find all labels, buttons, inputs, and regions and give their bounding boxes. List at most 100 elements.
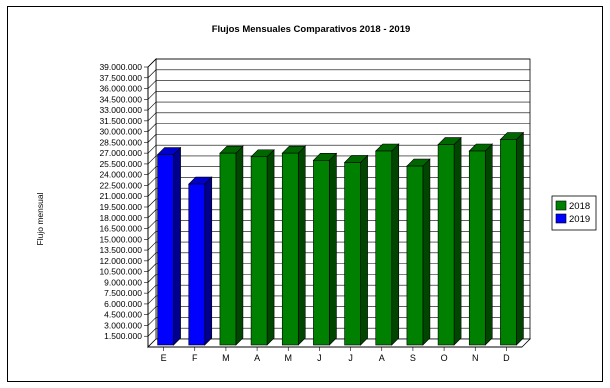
- bar-front: [406, 165, 424, 346]
- bar-front: [188, 183, 206, 346]
- bar-side: [297, 145, 306, 346]
- y-tick-label: 31.500.000: [99, 116, 142, 126]
- bar-chart: Flujos Mensuales Comparativos 2018 - 201…: [35, 24, 597, 363]
- gridline-side: [147, 112, 157, 122]
- legend: 2018 2019: [551, 195, 597, 231]
- x-tick-label: N: [472, 353, 479, 363]
- bar-2019-F: [188, 176, 213, 346]
- bar-front: [313, 160, 330, 346]
- x-tick-label: O: [441, 353, 448, 363]
- y-tick-label: 19.500.000: [99, 202, 142, 212]
- y-axis-label: Flujo mensual: [35, 192, 45, 245]
- y-tick-label: 39.000.000: [99, 62, 142, 72]
- plot-area: 1.500.0003.000.0004.500.0006.000.0007.50…: [99, 58, 531, 363]
- gridline-side: [147, 166, 157, 175]
- y-tick-label: 16.500.000: [99, 224, 142, 234]
- bar-2018-D: [499, 131, 525, 346]
- bar-2018-J: [343, 154, 369, 346]
- x-tick-label: J: [348, 353, 353, 363]
- gridline-side: [147, 263, 157, 272]
- gridline-side: [147, 284, 157, 294]
- bar-2018-A: [250, 149, 275, 346]
- gridline-side: [147, 306, 157, 315]
- bar-front: [437, 144, 455, 346]
- y-tick-label: 6.000.000: [104, 299, 142, 309]
- bar-2018-M: [281, 145, 306, 346]
- bar-side: [516, 131, 524, 346]
- y-tick-label: 27.000.000: [99, 148, 142, 158]
- x-tick-label: M: [285, 353, 293, 363]
- y-tick-label: 33.000.000: [99, 105, 142, 115]
- y-tick-label: 7.500.000: [104, 288, 142, 298]
- x-tick-label: D: [503, 353, 510, 363]
- x-tick-label: J: [317, 353, 322, 363]
- gridline-side: [147, 274, 157, 283]
- y-tick-label: 34.500.000: [99, 94, 142, 104]
- x-tick-label: F: [192, 353, 198, 363]
- bar-2018-M: [219, 145, 244, 346]
- y-tick-label: 10.500.000: [99, 267, 142, 277]
- bar-2018-O: [437, 136, 462, 346]
- y-tick-label: 13.500.000: [99, 245, 142, 255]
- y-tick-label: 4.500.000: [104, 310, 142, 320]
- bar-side: [391, 143, 400, 346]
- bar-front: [468, 150, 486, 346]
- bar-2018-A: [375, 143, 400, 346]
- bar-2018-S: [406, 158, 431, 346]
- gridline-side: [147, 144, 157, 154]
- y-tick-label: 24.000.000: [99, 170, 142, 180]
- gridline-side: [147, 155, 157, 165]
- chart-frame: Flujos Mensuales Comparativos 2018 - 201…: [7, 6, 603, 382]
- legend-swatch-2019: [555, 213, 567, 224]
- x-tick-label: E: [161, 353, 167, 363]
- gridline-side: [147, 188, 157, 197]
- y-tick-label: 3.000.000: [104, 320, 142, 330]
- x-tick-label: S: [410, 353, 416, 363]
- legend-label-2018: 2018: [569, 201, 590, 212]
- gridline-side: [147, 241, 157, 251]
- bar-side: [484, 143, 493, 346]
- y-tick-label: 37.500.000: [99, 73, 142, 83]
- gridline-side: [147, 252, 157, 262]
- bar-front: [219, 152, 237, 346]
- bar-front: [250, 156, 268, 346]
- bar-side: [173, 146, 181, 346]
- y-tick-label: 9.000.000: [104, 277, 142, 287]
- y-tick-label: 18.000.000: [99, 213, 142, 223]
- x-tick-label: M: [222, 353, 230, 363]
- gridline-side: [147, 58, 157, 68]
- bar-side: [266, 149, 275, 346]
- gridline-side: [147, 91, 157, 100]
- bar-front: [375, 150, 393, 346]
- gridline-side: [147, 101, 157, 111]
- gridline-side: [147, 198, 157, 208]
- gridline-side: [147, 209, 157, 218]
- bar-side: [329, 152, 337, 346]
- gridline-side: [147, 69, 157, 78]
- bar-2018-J: [312, 152, 338, 346]
- gridline-side: [147, 295, 157, 305]
- bar-2018-N: [468, 143, 493, 346]
- bar-side: [204, 176, 213, 346]
- gridline-side: [147, 134, 157, 143]
- y-tick-label: 15.000.000: [99, 234, 142, 244]
- bar-side: [235, 145, 244, 346]
- bar-side: [360, 154, 368, 346]
- bar-front: [344, 162, 361, 346]
- y-tick-label: 21.000.000: [99, 191, 142, 201]
- gridline-side: [147, 80, 157, 89]
- y-tick-label: 25.500.000: [99, 159, 142, 169]
- gridline-side: [147, 220, 157, 229]
- bar-side: [422, 158, 431, 346]
- y-tick-label: 28.500.000: [99, 137, 142, 147]
- gridline-side: [147, 123, 157, 132]
- gridline-side: [147, 317, 157, 326]
- bar-2019-E: [156, 146, 182, 346]
- y-tick-label: 30.000.000: [99, 127, 142, 137]
- bar-front: [281, 152, 299, 346]
- y-tick-label: 12.000.000: [99, 256, 142, 266]
- gridline-side: [147, 231, 157, 240]
- bar-front: [157, 154, 174, 346]
- y-tick-label: 22.500.000: [99, 180, 142, 190]
- chart-title: Flujos Mensuales Comparativos 2018 - 201…: [212, 24, 411, 35]
